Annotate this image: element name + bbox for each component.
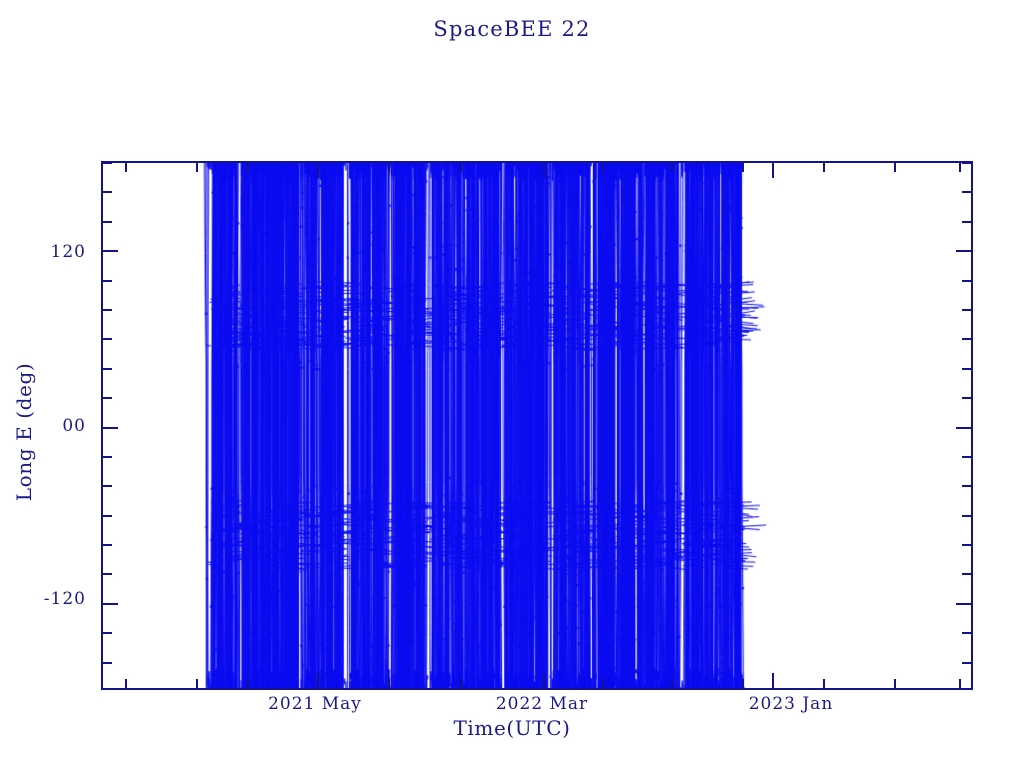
x-tick-major-2021-May xyxy=(316,163,319,178)
y-tick-minor--40 xyxy=(103,485,112,488)
x-tick-minor-m1 xyxy=(196,679,199,688)
x-tick-major-2022-Mar xyxy=(543,673,546,688)
x-tick-minor-m9 xyxy=(893,163,896,172)
y-tick-label-0: 00 xyxy=(62,416,86,436)
x-tick-minor-m5 xyxy=(601,679,604,688)
y-tick-minor-40 xyxy=(103,367,112,370)
x-tick-minor-m4 xyxy=(460,679,463,688)
y-tick-minor-180 xyxy=(103,163,112,164)
x-tick-minor-m5 xyxy=(601,163,604,172)
x-tick-minor-m10 xyxy=(959,679,962,688)
y-tick-minor-140 xyxy=(962,220,971,223)
y-tick-major--120 xyxy=(103,602,118,605)
plot-frame xyxy=(101,161,973,690)
y-tick-label-120: 120 xyxy=(50,242,86,262)
x-tick-label-2021-may: 2021 May xyxy=(268,694,362,714)
x-tick-minor-m4 xyxy=(460,163,463,172)
x-tick-label-2022-mar: 2022 Mar xyxy=(495,694,589,714)
y-tick-minor-160 xyxy=(103,191,112,194)
y-tick-minor--60 xyxy=(103,514,112,517)
y-tick-major-0 xyxy=(103,426,118,429)
y-tick-minor--160 xyxy=(962,661,971,664)
y-tick-minor-20 xyxy=(103,397,112,400)
y-tick-minor--140 xyxy=(962,632,971,635)
x-tick-minor-m8 xyxy=(823,679,826,688)
x-tick-major-2021-May xyxy=(316,673,319,688)
y-tick-major--120 xyxy=(956,602,971,605)
x-tick-minor-m7 xyxy=(742,679,745,688)
y-tick-minor--140 xyxy=(103,632,112,635)
page-title: SpaceBEE 22 xyxy=(433,17,591,41)
y-tick-minor--40 xyxy=(962,485,971,488)
x-tick-major-2023-Jan xyxy=(771,673,774,688)
y-tick-minor--160 xyxy=(103,661,112,664)
y-tick-minor-160 xyxy=(962,191,971,194)
x-tick-minor-m1 xyxy=(196,163,199,172)
y-tick-minor-80 xyxy=(962,308,971,311)
y-tick-major-120 xyxy=(103,250,118,253)
y-tick-minor--60 xyxy=(962,514,971,517)
x-tick-minor-m2 xyxy=(246,679,249,688)
x-tick-minor-m6 xyxy=(670,163,673,172)
x-tick-minor-m10 xyxy=(959,163,962,172)
y-tick-minor-180 xyxy=(962,163,971,164)
x-tick-minor-m2 xyxy=(246,163,249,172)
x-tick-minor-m0 xyxy=(124,163,127,172)
y-tick-minor--100 xyxy=(962,573,971,576)
x-tick-label-2023-jan: 2023 Jan xyxy=(748,694,834,714)
y-tick-minor-20 xyxy=(962,397,971,400)
y-tick-minor-80 xyxy=(103,308,112,311)
x-tick-major-2023-Jan xyxy=(771,163,774,178)
y-tick-minor--80 xyxy=(962,544,971,547)
y-tick-major-0 xyxy=(956,426,971,429)
y-tick-minor-100 xyxy=(103,279,112,282)
longitude-time-series-plot xyxy=(103,163,971,688)
x-tick-minor-m7 xyxy=(742,163,745,172)
y-tick-minor-140 xyxy=(103,220,112,223)
y-tick-minor-60 xyxy=(962,338,971,341)
y-tick-minor-100 xyxy=(962,279,971,282)
y-tick-major-120 xyxy=(956,250,971,253)
x-tick-minor-m8 xyxy=(823,163,826,172)
y-tick-minor-60 xyxy=(103,338,112,341)
y-tick-minor--20 xyxy=(103,455,112,458)
y-tick-minor-40 xyxy=(962,367,971,370)
x-axis-title: Time(UTC) xyxy=(453,716,571,740)
x-tick-minor-m0 xyxy=(124,679,127,688)
y-tick-label-neg120: -120 xyxy=(43,589,86,609)
x-tick-minor-m9 xyxy=(893,679,896,688)
y-tick-minor--100 xyxy=(103,573,112,576)
x-tick-minor-m3 xyxy=(388,679,391,688)
y-tick-minor--20 xyxy=(962,455,971,458)
y-tick-minor--80 xyxy=(103,544,112,547)
x-tick-minor-m3 xyxy=(388,163,391,172)
x-tick-major-2022-Mar xyxy=(543,163,546,178)
x-tick-minor-m6 xyxy=(670,679,673,688)
